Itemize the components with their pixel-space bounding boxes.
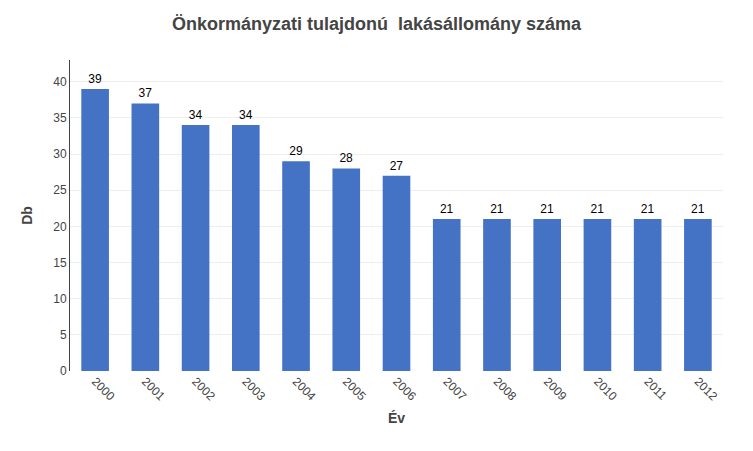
svg-text:28: 28 [339, 151, 353, 165]
svg-text:30: 30 [53, 147, 67, 161]
svg-text:15: 15 [53, 256, 67, 270]
svg-text:2008: 2008 [491, 374, 520, 403]
svg-text:Db: Db [19, 206, 35, 225]
svg-text:21: 21 [490, 202, 504, 216]
svg-text:2002: 2002 [189, 374, 218, 403]
svg-text:10: 10 [53, 292, 67, 306]
svg-text:2012: 2012 [692, 374, 721, 403]
svg-text:21: 21 [540, 202, 554, 216]
svg-text:21: 21 [591, 202, 605, 216]
svg-text:34: 34 [189, 108, 203, 122]
svg-text:35: 35 [53, 111, 67, 125]
svg-text:21: 21 [691, 202, 705, 216]
svg-text:2000: 2000 [89, 374, 118, 403]
svg-text:34: 34 [239, 108, 253, 122]
svg-text:2009: 2009 [541, 374, 570, 403]
svg-text:37: 37 [139, 86, 153, 100]
svg-text:2005: 2005 [340, 374, 369, 403]
svg-text:2011: 2011 [641, 374, 669, 402]
svg-text:40: 40 [53, 75, 67, 89]
svg-text:2007: 2007 [440, 374, 469, 403]
svg-text:2001: 2001 [139, 374, 168, 403]
svg-text:5: 5 [60, 328, 67, 342]
svg-text:0: 0 [60, 364, 67, 378]
svg-text:2004: 2004 [290, 374, 319, 403]
svg-text:Év: Év [388, 410, 405, 426]
svg-text:2010: 2010 [591, 374, 620, 403]
svg-text:27: 27 [390, 159, 404, 173]
svg-text:Önkormányzati tulajdonú lakás: Önkormányzati tulajdonú lakásállomány sz… [172, 14, 582, 34]
svg-text:21: 21 [641, 202, 655, 216]
svg-text:20: 20 [53, 220, 67, 234]
svg-text:2006: 2006 [390, 374, 419, 403]
svg-text:39: 39 [88, 72, 102, 86]
svg-text:25: 25 [53, 183, 67, 197]
svg-text:2003: 2003 [239, 374, 268, 403]
svg-text:29: 29 [289, 144, 303, 158]
svg-text:21: 21 [440, 202, 454, 216]
